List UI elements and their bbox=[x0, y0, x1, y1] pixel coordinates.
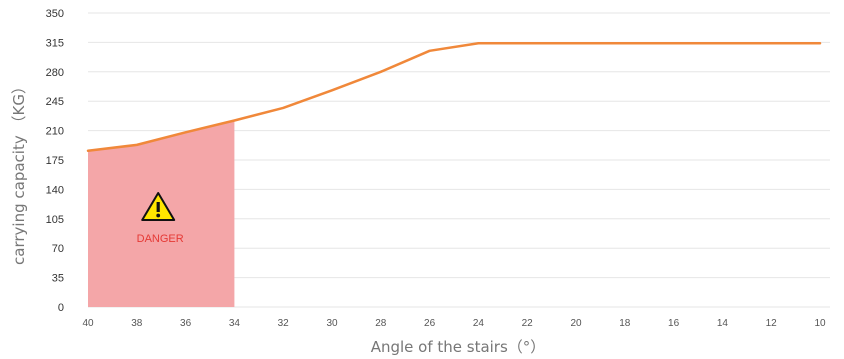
y-tick-label: 0 bbox=[58, 302, 64, 314]
y-tick-label: 105 bbox=[46, 214, 64, 226]
y-tick-label: 35 bbox=[52, 273, 64, 285]
y-tick-label: 70 bbox=[52, 243, 64, 255]
x-tick-label: 34 bbox=[229, 318, 241, 329]
x-tick-label: 12 bbox=[766, 318, 778, 329]
x-tick-label: 40 bbox=[82, 318, 94, 329]
x-tick-label: 16 bbox=[668, 318, 680, 329]
x-tick-label: 28 bbox=[375, 318, 387, 329]
x-tick-label: 38 bbox=[131, 318, 143, 329]
x-tick-label: 22 bbox=[522, 318, 534, 329]
y-tick-label: 175 bbox=[46, 155, 64, 167]
x-tick-label: 24 bbox=[473, 318, 485, 329]
y-axis-title: carrying capacity （KG） bbox=[10, 79, 28, 265]
danger-label: DANGER bbox=[137, 233, 184, 245]
x-tick-label: 32 bbox=[278, 318, 290, 329]
y-tick-label: 280 bbox=[46, 67, 64, 79]
y-tick-label: 315 bbox=[46, 37, 64, 49]
x-tick-label: 14 bbox=[717, 318, 729, 329]
x-tick-label: 20 bbox=[570, 318, 582, 329]
x-tick-label: 10 bbox=[814, 318, 826, 329]
y-tick-label: 350 bbox=[46, 8, 64, 20]
warning-triangle-icon bbox=[141, 192, 176, 221]
y-axis-ticks: 0 35 70 105 140 175 210 245 280 315 350 bbox=[46, 8, 64, 314]
y-tick-label: 245 bbox=[46, 96, 64, 108]
y-tick-label: 140 bbox=[46, 184, 64, 196]
y-tick-label: 210 bbox=[46, 126, 64, 138]
x-tick-label: 26 bbox=[424, 318, 436, 329]
x-axis-ticks: 40 38 36 34 32 30 28 26 24 22 20 18 16 14 12 10 bbox=[82, 318, 826, 329]
x-tick-label: 30 bbox=[326, 318, 338, 329]
x-axis-title: Angle of the stairs（°） bbox=[371, 338, 546, 356]
x-tick-label: 18 bbox=[619, 318, 631, 329]
x-tick-label: 36 bbox=[180, 318, 192, 329]
series-line bbox=[86, 41, 822, 153]
